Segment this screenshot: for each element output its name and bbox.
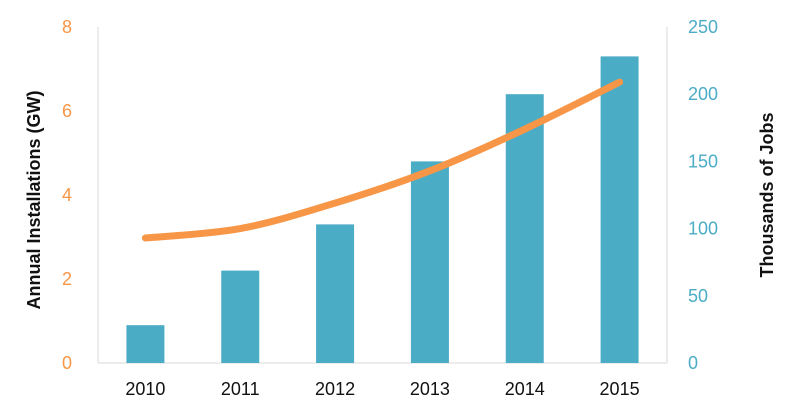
right-tick-label: 100: [688, 219, 718, 239]
right-tick-label: 0: [688, 353, 698, 373]
right-tick-label: 250: [688, 17, 718, 37]
right-tick-label: 50: [688, 286, 708, 306]
x-tick-label: 2013: [410, 379, 450, 399]
right-tick-label: 150: [688, 151, 718, 171]
x-tick-label: 2011: [221, 379, 260, 399]
bar-2015: [600, 56, 639, 364]
bar-2013: [410, 161, 449, 363]
bar-2011: [221, 270, 260, 363]
left-tick-label: 2: [62, 269, 72, 289]
left-tick-label: 8: [62, 17, 72, 37]
right-axis-title: Thousands of Jobs: [757, 112, 777, 277]
x-axis-ticks: 2010 2011 2012 2013 2014 2015: [125, 379, 639, 399]
x-tick-label: 2015: [600, 379, 640, 399]
left-axis-ticks: 0 2 4 6 8: [62, 17, 72, 373]
right-tick-label: 200: [688, 84, 718, 104]
jobs-line: [141, 78, 624, 242]
bar-2014: [505, 94, 544, 363]
bar-2012: [316, 224, 355, 363]
left-tick-label: 4: [62, 185, 72, 205]
x-tick-label: 2010: [125, 379, 165, 399]
left-tick-label: 6: [62, 101, 72, 121]
right-axis-ticks: 0 50 100 150 200 250: [688, 17, 718, 373]
left-axis-title: Annual Installations (GW): [24, 90, 44, 309]
x-tick-label: 2012: [315, 379, 355, 399]
bar-2010: [126, 325, 165, 363]
x-tick-label: 2014: [505, 379, 545, 399]
bar-series: [126, 56, 639, 364]
left-tick-label: 0: [62, 353, 72, 373]
